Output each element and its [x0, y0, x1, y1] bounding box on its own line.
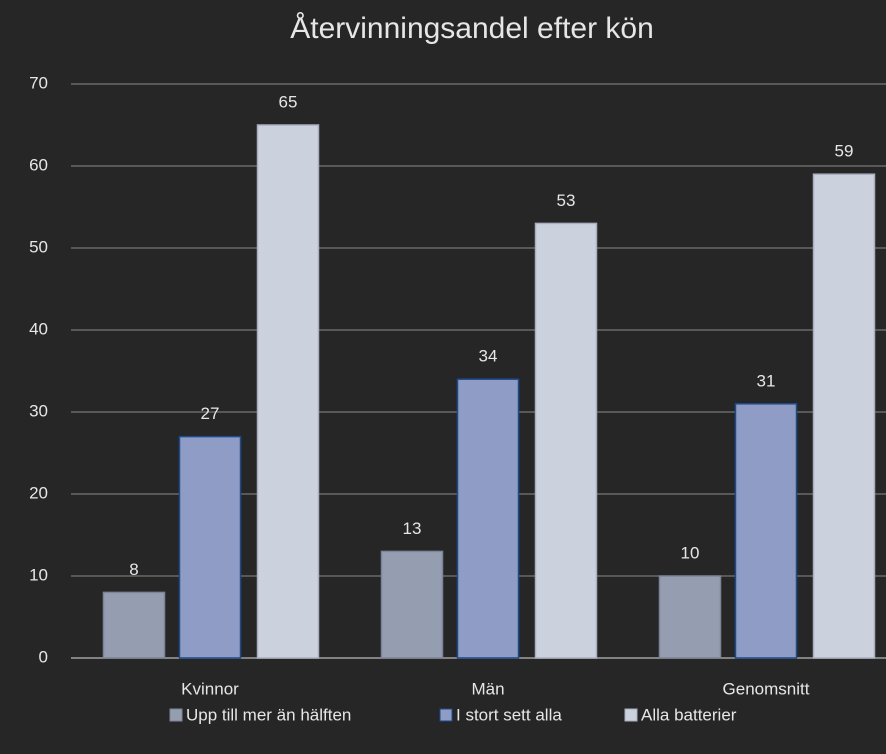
bar: [456, 378, 520, 659]
y-tick-label: 20: [29, 483, 48, 502]
data-label: 65: [279, 92, 298, 111]
y-tick-label: 10: [29, 565, 48, 584]
x-tick-label: Genomsnitt: [723, 679, 810, 698]
data-label: 8: [129, 560, 138, 579]
legend-label: Alla batterier: [641, 705, 737, 724]
y-tick-label: 40: [29, 319, 48, 338]
data-label: 10: [681, 543, 700, 562]
x-tick-label: Män: [471, 679, 504, 698]
y-tick-label: 50: [29, 237, 48, 256]
y-tick-label: 70: [29, 73, 48, 92]
y-tick-label: 30: [29, 401, 48, 420]
chart-title: Återvinningsandel efter kön: [290, 12, 654, 45]
data-label: 27: [201, 404, 220, 423]
y-tick-label: 0: [39, 647, 48, 666]
legend-label: Upp till mer än hälften: [186, 705, 351, 724]
legend-swatch: [439, 708, 453, 722]
bar: [812, 173, 876, 659]
bar: [256, 124, 320, 659]
bar: [380, 550, 444, 659]
bar: [178, 435, 242, 659]
bar: [102, 591, 166, 659]
bar: [658, 575, 722, 659]
bar: [734, 403, 798, 659]
y-tick-label: 60: [29, 155, 48, 174]
data-label: 59: [835, 142, 854, 161]
bar: [534, 222, 598, 659]
data-label: 31: [757, 371, 776, 390]
data-label: 53: [557, 191, 576, 210]
data-label: 34: [479, 347, 498, 366]
x-tick-label: Kvinnor: [181, 679, 239, 698]
legend-swatch: [624, 708, 638, 722]
data-label: 13: [403, 519, 422, 538]
legend-label: I stort sett alla: [456, 705, 562, 724]
legend-swatch: [169, 708, 183, 722]
